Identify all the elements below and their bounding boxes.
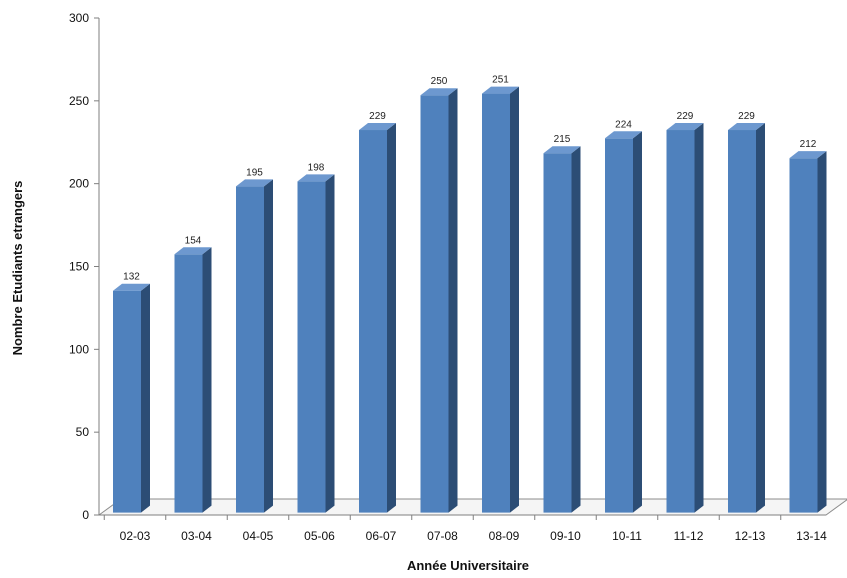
bar-front <box>113 290 141 513</box>
bar-front <box>482 93 510 513</box>
x-tick-label: 03-04 <box>181 529 212 543</box>
bar-data-label: 132 <box>123 272 140 283</box>
bar-front <box>297 181 326 513</box>
bar-data-label: 229 <box>738 111 755 122</box>
bar <box>605 131 642 513</box>
bar-data-label: 215 <box>554 134 571 145</box>
x-tick-label: 04-05 <box>243 529 274 543</box>
bar-side <box>756 123 765 513</box>
y-tick-label: 100 <box>69 342 89 356</box>
bar-top <box>728 123 765 131</box>
y-tick-label: 300 <box>69 11 89 25</box>
bar-top <box>420 88 458 96</box>
bar-side <box>264 179 273 513</box>
y-axis-title: Nombre Etudiants etrangers <box>10 181 25 356</box>
bar-data-label: 251 <box>492 75 509 86</box>
x-tick-label: 08-09 <box>489 529 520 543</box>
bar-front <box>666 130 695 513</box>
bar <box>359 123 396 513</box>
x-tick-label: 09-10 <box>550 529 581 543</box>
bar <box>482 86 519 513</box>
x-tick-label: 05-06 <box>304 529 335 543</box>
bar-top <box>359 123 396 131</box>
x-tick-label: 02-03 <box>120 529 151 543</box>
x-axis-title: Année Universitaire <box>407 558 529 573</box>
bar <box>666 123 704 513</box>
bar-top <box>543 146 581 154</box>
bar-data-label: 229 <box>369 111 386 122</box>
y-tick-label: 200 <box>69 177 89 191</box>
bar <box>236 179 273 513</box>
bar-top <box>666 123 704 131</box>
bar-side <box>510 86 519 513</box>
bar <box>728 123 765 513</box>
bar-top <box>113 283 150 291</box>
bar-data-label: 224 <box>615 119 632 130</box>
x-tick-label: 06-07 <box>366 529 397 543</box>
bar-top <box>236 179 273 187</box>
bar-data-label: 154 <box>185 235 202 246</box>
bar-top <box>482 86 519 94</box>
x-tick-label: 12-13 <box>735 529 766 543</box>
bar-side <box>387 123 396 513</box>
x-tick-label: 13-14 <box>796 529 827 543</box>
bar-front <box>359 130 387 513</box>
bar <box>113 283 150 513</box>
bar-data-label: 195 <box>246 167 263 178</box>
y-tick-label: 150 <box>69 260 89 274</box>
bar-side <box>448 88 458 513</box>
x-tick-label: 07-08 <box>427 529 458 543</box>
bar-top <box>605 131 642 139</box>
x-tick-label: 11-12 <box>674 529 704 543</box>
bar <box>543 146 581 513</box>
bar <box>420 88 458 513</box>
bar-side <box>325 174 335 513</box>
bar-front <box>236 186 264 513</box>
bar <box>174 247 212 513</box>
bar-front <box>174 254 203 513</box>
bar <box>297 174 335 513</box>
bar <box>789 151 827 513</box>
y-tick-label: 0 <box>82 508 89 522</box>
bar-front <box>728 130 756 513</box>
bar-data-label: 198 <box>308 162 325 173</box>
bar-front <box>605 138 633 513</box>
y-tick-label: 50 <box>76 425 90 439</box>
bar-data-label: 212 <box>800 139 817 150</box>
x-tick-label: 10-11 <box>612 529 642 543</box>
bar-side <box>202 247 212 513</box>
bar-front <box>543 153 572 513</box>
bar-side <box>571 146 581 513</box>
y-tick-label: 250 <box>69 94 89 108</box>
bar-front <box>420 95 449 513</box>
bar-side <box>141 283 150 513</box>
bar-top <box>789 151 827 159</box>
bar-side <box>817 151 827 513</box>
bar-data-label: 229 <box>677 111 694 122</box>
bar-side <box>633 131 642 513</box>
bar-data-label: 250 <box>431 76 448 87</box>
bar-front <box>789 158 818 513</box>
bar-side <box>694 123 704 513</box>
bar-top <box>174 247 212 255</box>
bar-top <box>297 174 335 182</box>
